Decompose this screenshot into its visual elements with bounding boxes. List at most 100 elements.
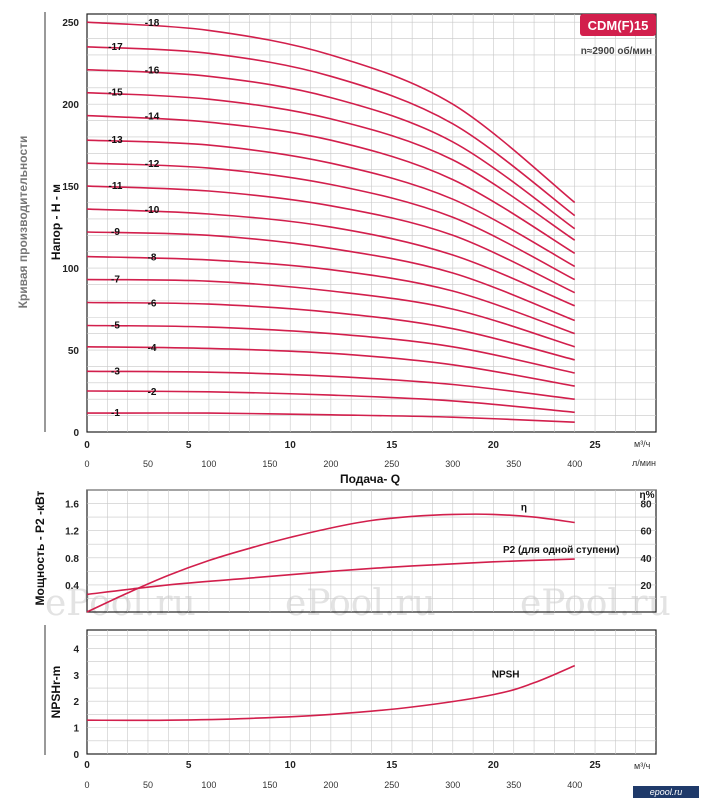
p1-lmin-tick-50: 50 [143, 459, 153, 469]
p2-ytick-0.4: 0.4 [65, 581, 79, 592]
p1-lmin-tick-250: 250 [384, 459, 399, 469]
eta-axis-label: η% [640, 490, 655, 501]
head-curve-label-11: -11 [108, 181, 122, 192]
head-curve-label-14: -14 [145, 112, 160, 123]
p2-y2tick-40: 40 [640, 554, 652, 565]
panel2-ylabel: Мощность - P2 -кВт [33, 490, 47, 605]
model-badge-text: CDM(F)15 [588, 18, 649, 33]
head-curve-label-7: -7 [111, 275, 120, 286]
head-curve-label-3: -3 [111, 366, 120, 377]
p3-lmin-tick-100: 100 [201, 780, 216, 790]
x-title: Подача- Q [340, 472, 400, 486]
p3-ytick-2: 2 [73, 697, 79, 708]
head-curve-10 [86, 208, 576, 307]
head-curve-6 [86, 301, 575, 361]
head-curve-label-10: -10 [145, 205, 160, 216]
p1-xtick-15: 15 [386, 440, 398, 451]
head-curve-label-5: -5 [111, 320, 120, 331]
head-curve-label-15: -15 [108, 88, 123, 99]
panel1-ylabel: Напор - H - м [49, 184, 63, 260]
corner-logo-text: epool.ru [650, 787, 683, 797]
p1-ytick-200: 200 [62, 100, 79, 111]
head-curve-11 [86, 185, 576, 294]
head-curve-14 [86, 114, 576, 254]
p1-xtick-25: 25 [589, 440, 601, 451]
head-curve-15 [86, 91, 576, 241]
p3-lmin-tick-350: 350 [506, 780, 521, 790]
p1-lmin-tick-300: 300 [445, 459, 460, 469]
watermark-3: ePool.ru [520, 583, 671, 624]
head-curve-1 [86, 412, 575, 423]
head-curve-label-18: -18 [145, 18, 160, 29]
p1-lmin-tick-200: 200 [323, 459, 338, 469]
p2-curve-1 [86, 558, 575, 596]
head-curve-label-6: -6 [148, 299, 157, 310]
p1-ytick-50: 50 [68, 346, 80, 357]
p2-y2tick-60: 60 [640, 527, 652, 538]
p3-xtick-10: 10 [285, 760, 297, 771]
grid-layer [87, 14, 656, 754]
p3-lmin-tick-50: 50 [143, 780, 153, 790]
head-curve-17 [86, 46, 576, 217]
p1-lmin-tick-400: 400 [567, 459, 582, 469]
p3-npsh-curve [86, 664, 576, 722]
p3-lmin-tick-250: 250 [384, 780, 399, 790]
p2-ytick-0.8: 0.8 [65, 554, 79, 565]
p1-ytick-250: 250 [62, 18, 79, 29]
model-badge-bg [580, 14, 656, 36]
head-curve-label-16: -16 [145, 66, 160, 77]
p3-xtick-5: 5 [186, 760, 192, 771]
p1-xtick-20: 20 [488, 440, 500, 451]
unit-m3h-bottom: м³/ч [634, 761, 651, 771]
p1-lmin-tick-350: 350 [506, 459, 521, 469]
speed-note: n≈2900 об/мин [581, 45, 652, 57]
p1-ytick-0: 0 [73, 428, 79, 439]
p1-ytick-100: 100 [62, 264, 79, 275]
head-curve-label-17: -17 [108, 42, 123, 53]
corner-logo-bg [633, 786, 699, 798]
p3-xtick-25: 25 [589, 760, 601, 771]
p3-lmin-tick-200: 200 [323, 780, 338, 790]
p2-curve-0 [86, 513, 575, 613]
head-curve-label-4: -4 [148, 343, 157, 354]
p1-ytick-150: 150 [62, 182, 79, 193]
p1-xtick-0: 0 [84, 440, 90, 451]
p2-y2tick-80: 80 [640, 500, 652, 511]
p2-p2-label: P2 (для одной ступени) [503, 545, 619, 556]
head-curve-4 [86, 346, 575, 387]
corner-logo: epool.ru [633, 786, 699, 798]
watermark-group: ePool.ru ePool.ru ePool.ru [45, 583, 671, 624]
head-curve-8 [86, 255, 575, 335]
head-curve-label-2: -2 [148, 387, 157, 398]
head-curve-3 [86, 370, 575, 400]
head-curve-label-12: -12 [145, 159, 160, 170]
p2-eta-label: η [521, 502, 527, 513]
p2-ytick-1.2: 1.2 [65, 527, 79, 538]
head-curve-2 [86, 390, 575, 414]
head-curve-label-8: -8 [148, 253, 157, 264]
p1-xtick-10: 10 [285, 440, 297, 451]
side-title: Кривая производительности [16, 136, 30, 309]
unit-lmin: л/мин [632, 458, 656, 468]
p3-ytick-4: 4 [73, 644, 79, 655]
p1-lmin-tick-150: 150 [262, 459, 277, 469]
head-curve-label-1: -1 [111, 408, 120, 419]
p3-xtick-15: 15 [386, 760, 398, 771]
head-curve-7 [86, 278, 575, 348]
p3-lmin-tick-300: 300 [445, 780, 460, 790]
p3-lmin-tick-0: 0 [84, 780, 89, 790]
p3-lmin-tick-150: 150 [262, 780, 277, 790]
watermark-2: ePool.ru [285, 583, 436, 624]
p3-xtick-0: 0 [84, 760, 90, 771]
unit-m3h-top: м³/ч [634, 439, 651, 449]
curve-layer [86, 21, 576, 722]
p1-xtick-5: 5 [186, 440, 192, 451]
head-curve-13 [86, 139, 576, 268]
head-curve-label-9: -9 [111, 227, 120, 238]
p3-npsh-label: NPSH [492, 669, 520, 680]
head-curve-16 [86, 68, 576, 230]
p3-xtick-20: 20 [488, 760, 500, 771]
model-badge: CDM(F)15 [580, 14, 656, 36]
head-curve-5 [86, 324, 575, 374]
